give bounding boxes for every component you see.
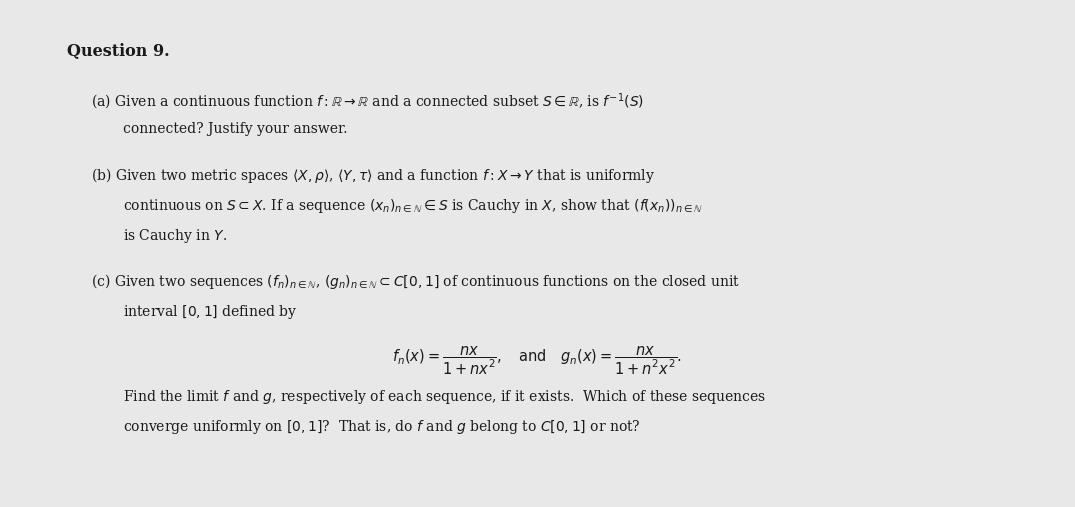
- Text: $f_n(x) = \dfrac{nx}{1+nx^2},\quad \text{and} \quad g_n(x) = \dfrac{nx}{1+n^2x^2: $f_n(x) = \dfrac{nx}{1+nx^2},\quad \text…: [392, 345, 683, 377]
- Text: (c) Given two sequences $(f_n)_{n \in \mathbb{N}}$, $(g_n)_{n \in \mathbb{N}} \s: (c) Given two sequences $(f_n)_{n \in \m…: [91, 272, 741, 291]
- Text: continuous on $S \subset X$. If a sequence $(x_n)_{n \in \mathbb{N}} \in S$ is C: continuous on $S \subset X$. If a sequen…: [123, 197, 702, 214]
- Text: Find the limit $f$ and $g$, respectively of each sequence, if it exists.  Which : Find the limit $f$ and $g$, respectively…: [123, 388, 765, 406]
- Text: is Cauchy in $Y$.: is Cauchy in $Y$.: [123, 227, 227, 245]
- Text: converge uniformly on $[0, 1]$?  That is, do $f$ and $g$ belong to $C[0, 1]$ or : converge uniformly on $[0, 1]$? That is,…: [123, 418, 641, 437]
- Text: (a) Given a continuous function $f : \mathbb{R} \to \mathbb{R}$ and a connected : (a) Given a continuous function $f : \ma…: [91, 91, 644, 112]
- Text: (b) Given two metric spaces $\langle X, \rho \rangle$, $\langle Y, \tau \rangle$: (b) Given two metric spaces $\langle X, …: [91, 166, 656, 185]
- Text: Question 9.: Question 9.: [67, 43, 169, 60]
- Text: interval $[0, 1]$ defined by: interval $[0, 1]$ defined by: [123, 303, 297, 321]
- Text: connected? Justify your answer.: connected? Justify your answer.: [123, 122, 347, 136]
